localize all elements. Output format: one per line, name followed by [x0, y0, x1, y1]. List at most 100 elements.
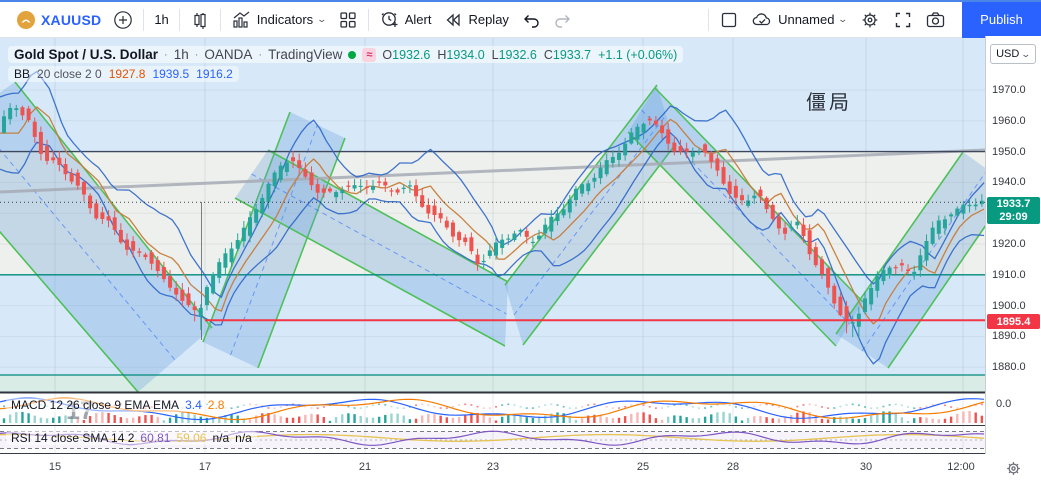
legend-interval: 1h	[173, 47, 189, 62]
fullscreen-button[interactable]	[887, 6, 919, 34]
bb-indicator-row[interactable]: BB 20 close 2 0 1927.8 1939.5 1916.2	[8, 66, 239, 82]
delayed-data-icon: ≈	[362, 47, 377, 62]
indicator-templates-button[interactable]	[332, 6, 364, 34]
interval-button[interactable]: 1h	[148, 8, 174, 31]
currency-label: USD	[996, 48, 1020, 60]
bb-params: 20 close 2 0	[37, 67, 102, 81]
symbol-logo-gold-coin-icon	[16, 10, 36, 30]
single-layout-icon	[719, 10, 739, 30]
replay-label: Replay	[468, 12, 509, 27]
alert-price-badge: 1895.4	[987, 314, 1040, 329]
price-change: +1.1 (+0.06%)	[598, 47, 678, 62]
chevron-down-icon: ⌄	[1020, 48, 1032, 59]
top-toolbar: XAUUSD 1h Indicators ⌄	[0, 1, 1041, 38]
macd-signal-value: 2.8	[207, 398, 225, 412]
layout-select-button[interactable]	[713, 6, 745, 34]
time-axis-panel[interactable]: 15 17 21 23 25 28 30 12:00	[0, 454, 1041, 482]
bollinger-bands	[0, 70, 985, 365]
rsi-sma-value: 59.06	[176, 431, 207, 445]
toolbar-separator	[367, 8, 369, 31]
bb-upper-value: 1939.5	[152, 67, 190, 81]
rsi-label: RSI 14 close SMA 14 2	[11, 431, 135, 445]
legend-title: Gold Spot / U.S. Dollar	[14, 47, 159, 62]
macd-label: MACD 12 26 close 9 EMA EMA	[11, 398, 180, 412]
market-status-dot-icon	[348, 50, 357, 59]
time-tick-label: 23	[486, 461, 500, 473]
currency-selector[interactable]: USD ⌄	[990, 44, 1036, 64]
fullscreen-brackets-icon	[893, 10, 913, 30]
candlestick-style-icon	[190, 10, 210, 30]
chart-settings-button[interactable]	[853, 5, 887, 35]
plus-circle-icon	[113, 10, 133, 30]
time-tick-label: 12:00	[947, 461, 975, 473]
ohlc-values: O1932.6 H1934.0 L1932.6 C1933.7 +1.1 (+0…	[382, 47, 678, 62]
time-tick-label: 28	[726, 461, 740, 473]
window-top-strip	[0, 0, 1041, 2]
chevron-down-icon: ⌄	[316, 14, 328, 24]
gear-icon	[859, 9, 881, 31]
price-tick-label: 1950.0	[992, 145, 1026, 158]
price-tick-label: 1960.0	[992, 114, 1026, 127]
price-tick-label: 1910.0	[992, 268, 1026, 281]
cloud-check-icon	[751, 10, 773, 30]
price-tick-label: 1900.0	[992, 299, 1026, 312]
camera-icon	[925, 10, 946, 30]
macd-zero-axis-label: 0.0	[996, 398, 1012, 410]
undo-button[interactable]	[515, 6, 547, 34]
publish-button[interactable]: Publish	[962, 1, 1041, 38]
time-tick-label: 21	[358, 461, 372, 473]
toolbar-separator	[708, 8, 710, 31]
last-price-badge: 1933.7 29:09	[987, 197, 1040, 224]
price-tick-label: 1890.0	[992, 330, 1026, 343]
macd-value: 3.4	[185, 398, 202, 412]
undo-arrow-icon	[521, 10, 541, 30]
alert-clock-plus-icon	[379, 10, 400, 30]
symbol-button[interactable]: XAUUSD	[10, 6, 107, 34]
indicators-button[interactable]: Indicators ⌄	[225, 6, 332, 34]
rsi-na-value: n/a	[212, 431, 230, 445]
rsi-indicator-row[interactable]: RSI 14 close SMA 14 2 60.81 59.06 n/a n/…	[6, 431, 257, 445]
toolbar-separator	[143, 8, 145, 31]
layout-name: Unnamed	[778, 12, 835, 27]
indicators-icon	[231, 10, 252, 30]
interval-label: 1h	[154, 12, 169, 27]
toolbar-separator	[219, 8, 221, 31]
time-tick-label: 17	[198, 461, 212, 473]
time-tick-label: 30	[859, 461, 873, 473]
rsi-value: 60.81	[140, 431, 171, 445]
chart-style-button[interactable]	[184, 6, 216, 34]
time-tick-label: 15	[48, 461, 62, 473]
alert-button[interactable]: Alert	[373, 6, 438, 34]
time-tick-label: 25	[636, 461, 650, 473]
symbol-legend-row[interactable]: Gold Spot / U.S. Dollar · 1h · OANDA · T…	[8, 46, 684, 63]
price-axis-panel[interactable]: USD ⌄ 1970.0 1960.0 1950.0 1940.0 1920.0 1910…	[985, 36, 1041, 482]
replay-button[interactable]: Replay	[437, 6, 514, 34]
toolbar-separator	[178, 8, 180, 31]
redo-arrow-icon	[553, 10, 573, 30]
bar-countdown: 29:09	[999, 210, 1028, 223]
price-tick-label: 1970.0	[992, 84, 1026, 96]
text-annotation-drawing[interactable]: 僵局	[806, 90, 852, 114]
legend-platform: TradingView	[268, 47, 343, 62]
redo-button[interactable]	[547, 6, 579, 34]
cloud-save-button[interactable]: Unnamed ⌄	[745, 6, 853, 34]
macd-indicator-row[interactable]: MACD 12 26 close 9 EMA EMA 3.4 2.8	[6, 398, 230, 412]
toolbar-right-cluster: Unnamed ⌄ Publish	[704, 1, 1041, 38]
screenshot-button[interactable]	[919, 6, 952, 34]
time-axis-settings-gear-icon[interactable]	[1004, 459, 1023, 482]
candlesticks	[2, 103, 984, 339]
symbol-compare-button[interactable]	[107, 6, 139, 34]
replay-rewind-icon	[443, 10, 463, 30]
symbol-name: XAUUSD	[41, 11, 102, 28]
bb-basis-value: 1927.8	[108, 67, 146, 81]
grid-templates-icon	[338, 10, 358, 30]
bb-lower-value: 1916.2	[196, 67, 233, 81]
bb-name: BB	[14, 67, 31, 81]
alert-label: Alert	[404, 12, 432, 27]
price-tick-label: 1880.0	[992, 361, 1026, 374]
rsi-na-value-2: n/a	[235, 431, 252, 445]
indicators-label: Indicators	[256, 12, 314, 27]
price-tick-label: 1940.0	[992, 176, 1026, 189]
